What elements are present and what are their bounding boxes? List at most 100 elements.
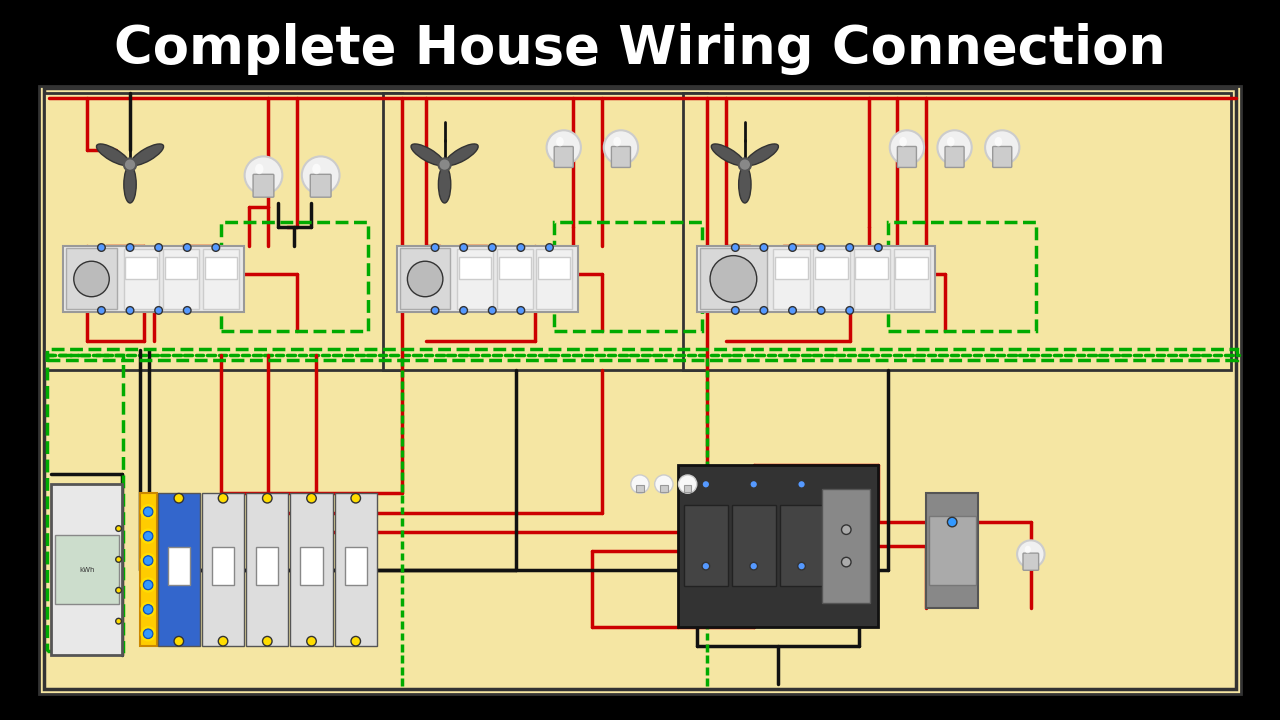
- Bar: [168, 546, 189, 585]
- Ellipse shape: [255, 163, 264, 174]
- Bar: [291, 493, 333, 646]
- Bar: [212, 546, 234, 585]
- Text: Complete House Wiring Connection: Complete House Wiring Connection: [114, 23, 1166, 76]
- Bar: [29, 17, 1251, 81]
- Circle shape: [155, 307, 163, 314]
- Circle shape: [307, 493, 316, 503]
- Bar: [397, 246, 579, 312]
- Circle shape: [760, 307, 768, 314]
- Circle shape: [750, 562, 758, 570]
- Circle shape: [244, 156, 283, 194]
- Bar: [334, 493, 376, 646]
- Circle shape: [701, 562, 709, 570]
- Bar: [124, 249, 160, 309]
- Circle shape: [431, 243, 439, 251]
- Circle shape: [143, 580, 152, 590]
- Circle shape: [97, 243, 105, 251]
- Bar: [125, 257, 157, 279]
- Bar: [554, 222, 701, 331]
- Bar: [776, 257, 808, 279]
- Circle shape: [1018, 540, 1044, 568]
- Bar: [678, 465, 878, 627]
- Circle shape: [788, 307, 796, 314]
- Bar: [539, 257, 571, 279]
- Circle shape: [678, 475, 696, 493]
- Circle shape: [517, 243, 525, 251]
- Bar: [536, 249, 572, 309]
- Bar: [45, 89, 1235, 689]
- Circle shape: [302, 156, 339, 194]
- Bar: [140, 493, 156, 646]
- Circle shape: [115, 526, 122, 531]
- Circle shape: [174, 493, 183, 503]
- Circle shape: [788, 243, 796, 251]
- Bar: [814, 249, 850, 309]
- Bar: [256, 546, 278, 585]
- Ellipse shape: [613, 137, 621, 146]
- Bar: [45, 93, 402, 369]
- Circle shape: [183, 243, 191, 251]
- Bar: [47, 348, 1236, 360]
- Circle shape: [262, 493, 273, 503]
- Bar: [301, 546, 323, 585]
- Ellipse shape: [131, 144, 164, 166]
- FancyBboxPatch shape: [993, 146, 1011, 168]
- Circle shape: [219, 493, 228, 503]
- Circle shape: [431, 307, 439, 314]
- Ellipse shape: [438, 166, 451, 203]
- Circle shape: [489, 307, 497, 314]
- Circle shape: [212, 243, 220, 251]
- Ellipse shape: [96, 144, 129, 166]
- Circle shape: [731, 307, 739, 314]
- Bar: [925, 493, 978, 608]
- Circle shape: [701, 480, 709, 488]
- Circle shape: [547, 130, 581, 165]
- FancyBboxPatch shape: [1023, 553, 1038, 570]
- Bar: [698, 246, 936, 312]
- Circle shape: [351, 493, 361, 503]
- Circle shape: [545, 243, 553, 251]
- Circle shape: [604, 130, 639, 165]
- Circle shape: [183, 307, 191, 314]
- FancyBboxPatch shape: [253, 174, 274, 197]
- Circle shape: [115, 557, 122, 562]
- FancyBboxPatch shape: [554, 146, 573, 168]
- Ellipse shape: [445, 144, 479, 166]
- Circle shape: [143, 507, 152, 516]
- Ellipse shape: [556, 137, 563, 146]
- Bar: [896, 257, 928, 279]
- Circle shape: [127, 243, 134, 251]
- Circle shape: [155, 243, 163, 251]
- Bar: [893, 249, 929, 309]
- Ellipse shape: [124, 166, 136, 203]
- Circle shape: [351, 636, 361, 646]
- Circle shape: [818, 307, 824, 314]
- Bar: [822, 489, 870, 603]
- Bar: [732, 505, 776, 586]
- Bar: [700, 248, 767, 310]
- Text: kWh: kWh: [79, 567, 95, 572]
- Circle shape: [143, 605, 152, 614]
- Circle shape: [143, 556, 152, 565]
- Ellipse shape: [1025, 546, 1030, 553]
- Circle shape: [797, 562, 805, 570]
- Circle shape: [489, 243, 497, 251]
- Ellipse shape: [739, 166, 751, 203]
- Circle shape: [937, 130, 972, 165]
- Circle shape: [710, 256, 756, 302]
- Bar: [51, 484, 123, 655]
- Circle shape: [460, 243, 467, 251]
- Ellipse shape: [995, 137, 1002, 146]
- Circle shape: [124, 158, 136, 171]
- Bar: [399, 248, 451, 310]
- Bar: [636, 485, 644, 492]
- Ellipse shape: [712, 144, 744, 166]
- Ellipse shape: [411, 144, 444, 166]
- Circle shape: [115, 588, 122, 593]
- Circle shape: [874, 243, 882, 251]
- Bar: [929, 516, 975, 585]
- Bar: [773, 249, 810, 309]
- Bar: [63, 246, 244, 312]
- Bar: [220, 222, 369, 331]
- Circle shape: [307, 636, 316, 646]
